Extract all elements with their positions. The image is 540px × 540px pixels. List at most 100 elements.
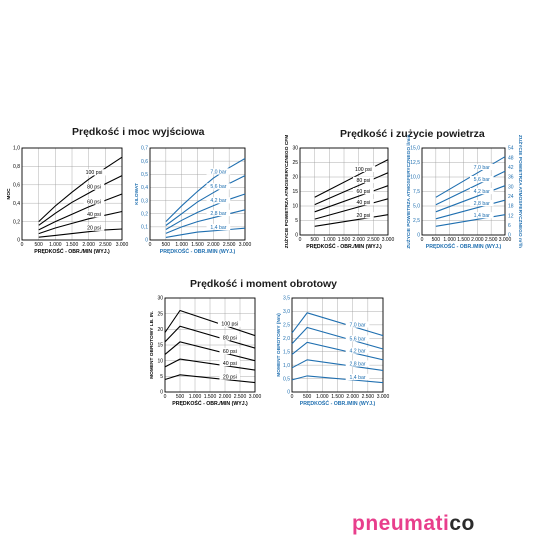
y-tick-label: 20 bbox=[157, 327, 163, 333]
y-right-tick-label: 6 bbox=[508, 223, 511, 229]
series-line bbox=[38, 210, 123, 235]
series-label: 20 psi bbox=[356, 213, 370, 219]
series-label-bg bbox=[219, 373, 241, 380]
y-tick-label: 0 bbox=[287, 390, 290, 396]
y-right-tick-label: 30 bbox=[508, 184, 514, 190]
y-tick-label: 0,5 bbox=[141, 172, 148, 178]
x-tick-label: 500 bbox=[432, 237, 441, 243]
y-tick-label: 0 bbox=[145, 238, 148, 244]
plot-frame bbox=[299, 147, 389, 236]
x-axis-label: PRĘDKOŚĆ - OBR./MIN (WYJ.) bbox=[306, 242, 382, 250]
x-tick-label: 3.000 bbox=[382, 237, 395, 243]
y-tick-label: 3,0 bbox=[283, 309, 290, 315]
y-tick-label: 0,6 bbox=[13, 183, 20, 189]
y-tick-label: 10 bbox=[292, 204, 298, 210]
y-tick-label: 25 bbox=[292, 160, 298, 166]
x-tick-label: 3.000 bbox=[239, 242, 252, 248]
series-label-bg bbox=[469, 163, 494, 171]
section-title-air: Prędkość i zużycie powietrza bbox=[340, 128, 485, 140]
y-tick-label: 0,7 bbox=[141, 146, 148, 152]
x-tick-label: 0 bbox=[21, 242, 24, 248]
series-label: 20 psi bbox=[223, 374, 237, 380]
y-tick-label: 0 bbox=[417, 233, 420, 239]
series-line bbox=[164, 374, 256, 384]
series-label-bg bbox=[219, 347, 241, 355]
y-right-tick-label: 12 bbox=[508, 213, 514, 219]
series-label-bg bbox=[469, 212, 494, 219]
x-tick-label: 2.500 bbox=[234, 394, 247, 400]
x-tick-label: 3.000 bbox=[249, 394, 262, 400]
y-tick-label: 12,5 bbox=[410, 160, 420, 166]
series-line bbox=[291, 359, 384, 372]
x-tick-label: 1.000 bbox=[316, 394, 329, 400]
x-tick-label: 1.000 bbox=[175, 242, 188, 248]
y-tick-label: 7,5 bbox=[413, 189, 420, 195]
series-label: 4,2 bar bbox=[210, 198, 226, 204]
series-label-bg bbox=[206, 197, 231, 204]
series-label-bg bbox=[345, 335, 370, 342]
x-tick-label: 3.000 bbox=[499, 237, 512, 243]
x-axis-label: PRĘDKOŚĆ - OBR./MIN (WYJ.) bbox=[34, 247, 110, 255]
plot-frame bbox=[421, 147, 506, 236]
series-label: 1,4 bar bbox=[474, 213, 490, 219]
x-tick-label: 0 bbox=[421, 237, 424, 243]
series-label-bg bbox=[353, 187, 374, 195]
series-label-bg bbox=[83, 198, 105, 205]
x-tick-label: 2.000 bbox=[207, 242, 220, 248]
chart-1: 0 500 1.000 1.500 2.000 2.500 3.000 0 0,2 0,4 0,6 0… bbox=[6, 146, 128, 255]
series-line bbox=[314, 172, 389, 206]
y-right-tick-label: 24 bbox=[508, 194, 514, 200]
series-label-bg bbox=[219, 334, 241, 341]
series-label-bg bbox=[353, 212, 374, 219]
series-label-bg bbox=[351, 165, 376, 172]
series-label: 80 psi bbox=[223, 335, 237, 341]
y-axis-label: MOC bbox=[6, 188, 12, 200]
x-tick-label: 1.000 bbox=[49, 242, 62, 248]
series-label-bg bbox=[345, 373, 370, 381]
y-tick-label: 0,4 bbox=[13, 201, 20, 207]
y-tick-label: 5,0 bbox=[413, 204, 420, 210]
section-title-torque: Prędkość i moment obrotowy bbox=[190, 278, 338, 290]
y-right-tick-label: 18 bbox=[508, 204, 514, 210]
series-line bbox=[165, 209, 246, 234]
y-right-tick-label: 0 bbox=[508, 233, 511, 239]
chart-2: 0 500 1.000 1.500 2.000 2.500 3.000 0 0,1 0,2 0,3 0… bbox=[134, 146, 251, 255]
series-label: 60 psi bbox=[87, 199, 101, 205]
series-line bbox=[165, 227, 246, 238]
y-axis-label: ZUŻYCIE POWIETRZA ATMOSFERYCZNEGO l/min bbox=[405, 134, 412, 248]
x-tick-label: 1.500 bbox=[204, 394, 217, 400]
series-label: 60 psi bbox=[356, 189, 370, 195]
y-tick-label: 1,5 bbox=[283, 349, 290, 355]
series-label: 4,2 bar bbox=[474, 189, 490, 195]
y-tick-label: 1,0 bbox=[283, 363, 290, 369]
series-label: 80 psi bbox=[356, 178, 370, 184]
series-line bbox=[314, 198, 389, 220]
series-label: 1,4 bar bbox=[210, 225, 226, 231]
y-tick-label: 0,4 bbox=[141, 185, 148, 191]
series-label-bg bbox=[206, 223, 231, 231]
x-tick-label: 0 bbox=[164, 394, 167, 400]
series-label-bg bbox=[206, 209, 231, 217]
series-line bbox=[38, 193, 123, 231]
series-label: 7,0 bar bbox=[474, 165, 490, 171]
series-label: 5,6 bar bbox=[349, 336, 365, 342]
chart-4: 0 500 1.000 1.500 2.000 2.500 3.00002,55,07,51… bbox=[405, 134, 524, 250]
x-tick-label: 0 bbox=[149, 242, 152, 248]
y-tick-label: 15 bbox=[157, 343, 163, 349]
series-label: 5,6 bar bbox=[474, 177, 490, 183]
series-label: 7,0 bar bbox=[210, 169, 226, 175]
chart-6: 0 500 1.000 1.500 2.000 2.500 3.000 0 0,5 1,0 1,5 2… bbox=[276, 296, 389, 407]
y-tick-label: 0 bbox=[160, 390, 163, 396]
y-axis-label: ZUŻYCIE POWIETRZA ATMOSFERYCZNEGO CFM bbox=[283, 135, 290, 248]
series-label: 7,0 bar bbox=[349, 322, 365, 328]
y-tick-label: 30 bbox=[292, 146, 298, 152]
series-label-bg bbox=[206, 168, 231, 175]
series-label-bg bbox=[345, 347, 370, 354]
y-tick-label: 0,3 bbox=[141, 198, 148, 204]
series-line bbox=[165, 158, 246, 222]
series-label: 2,8 bar bbox=[210, 211, 226, 217]
x-axis-label: PRĘDKOŚĆ - OBR./MIN (WYJ.) bbox=[300, 399, 376, 407]
series-label-bg bbox=[353, 176, 374, 184]
plot-frame bbox=[164, 297, 256, 393]
